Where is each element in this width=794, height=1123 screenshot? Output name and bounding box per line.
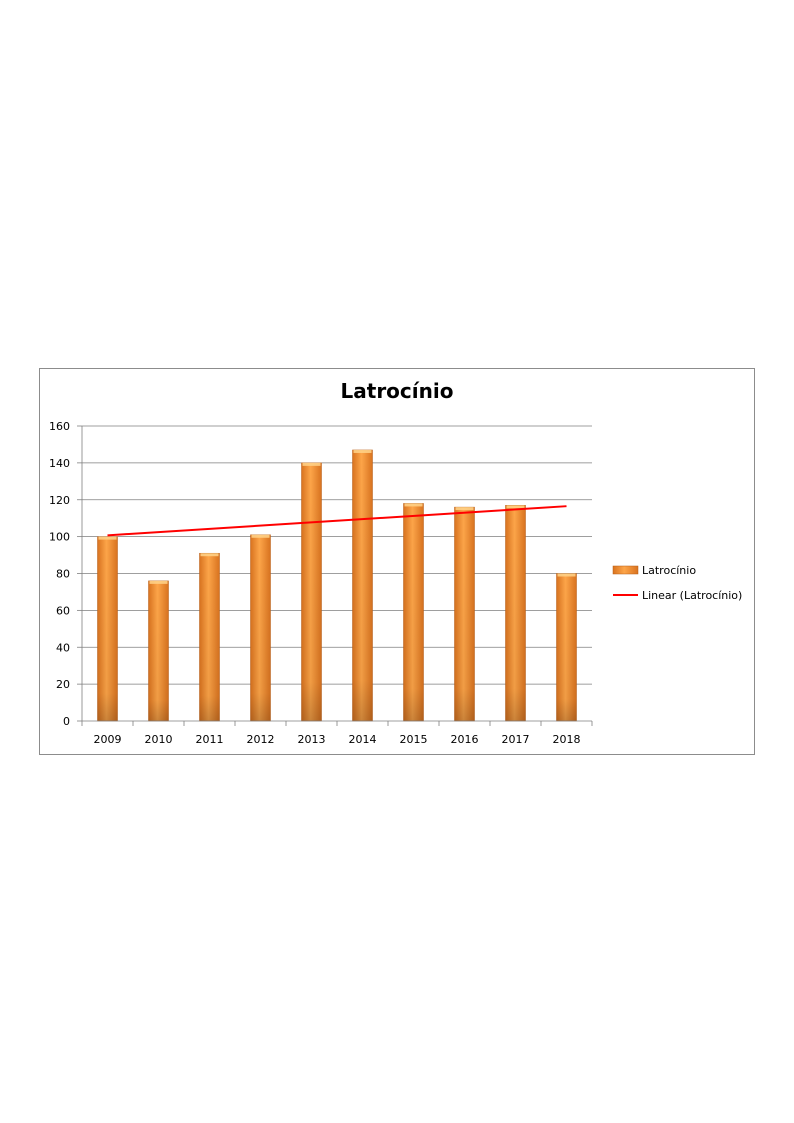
x-tick-label: 2012 [247,733,275,746]
legend-label-trendline: Linear (Latrocínio) [642,589,742,602]
bar [403,503,424,722]
bar-highlight [506,505,525,509]
x-tick-label: 2018 [553,733,581,746]
bar-shade [97,536,118,721]
y-tick-label: 20 [56,678,70,691]
bar [556,573,577,722]
x-tick-label: 2013 [298,733,326,746]
bar-shade [403,503,424,721]
legend-label-series: Latrocínio [642,564,696,577]
bar-highlight [404,503,423,507]
trendline [107,505,567,537]
bar-shade [454,507,475,721]
bar [97,536,118,722]
x-tick-label: 2017 [502,733,530,746]
bar [250,534,271,722]
bar [454,506,475,722]
bar-highlight [302,462,321,466]
bar-highlight [98,536,117,540]
bar-highlight [455,507,474,511]
chart-title: Latrocínio [340,379,454,403]
chart-container: Latrocínio 0 20 40 60 80 100 120 140 160 2009 2010… [39,368,755,755]
bar [199,552,220,722]
bar-highlight [251,534,270,538]
bar [148,580,169,722]
bar-highlight [557,573,576,577]
bar-highlight [200,553,219,557]
chart-plot: 0 20 40 60 80 100 120 140 160 2009 2010 2011 2012 201… [49,420,742,746]
bar-shade [301,462,322,721]
bar-shade [148,580,169,721]
legend-swatch-bar [612,565,639,575]
x-tick-label: 2016 [451,733,479,746]
bar-shade [556,573,577,721]
x-tick-label: 2011 [196,733,224,746]
bar-shade [199,553,220,721]
bar-highlight [149,580,168,584]
y-tick-label: 60 [56,604,70,617]
y-tick-label: 140 [49,457,70,470]
x-tick-label: 2014 [349,733,377,746]
bar [352,449,373,722]
bar [505,505,526,722]
x-tick-label: 2010 [145,733,173,746]
y-tick-label: 40 [56,641,70,654]
y-tick-label: 100 [49,531,70,544]
y-tick-label: 0 [63,715,70,728]
bar-shade [352,449,373,721]
bar-highlight [353,449,372,453]
x-tick-label: 2009 [94,733,122,746]
bar [301,462,322,722]
y-tick-label: 80 [56,568,70,581]
bar-shade [505,505,526,721]
bar-shade [250,534,271,721]
x-tick-label: 2015 [400,733,428,746]
y-tick-label: 160 [49,420,70,433]
y-tick-label: 120 [49,494,70,507]
